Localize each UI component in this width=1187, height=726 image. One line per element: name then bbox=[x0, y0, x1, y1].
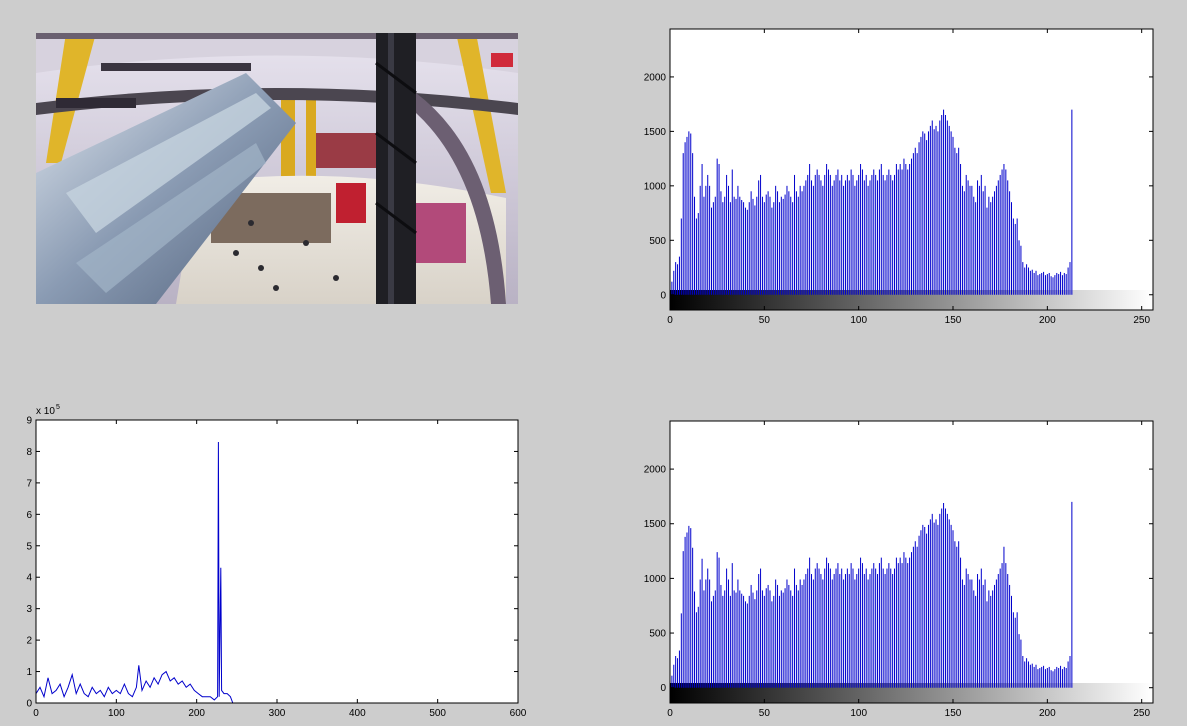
x-tick-label: 50 bbox=[759, 708, 771, 719]
plot-area bbox=[36, 420, 518, 703]
y-tick-label: 8 bbox=[26, 447, 32, 458]
x-tick-label: 400 bbox=[349, 708, 366, 719]
plot-area bbox=[670, 421, 1153, 703]
x-tick-label: 250 bbox=[1133, 315, 1150, 326]
x-tick-label: 100 bbox=[850, 315, 867, 326]
y-tick-label: 0 bbox=[660, 290, 666, 301]
y-tick-label: 500 bbox=[649, 629, 666, 640]
y-tick-label: 6 bbox=[26, 510, 32, 521]
x-tick-label: 150 bbox=[945, 708, 962, 719]
y-tick-label: 3 bbox=[26, 604, 32, 615]
y-tick-label: 1000 bbox=[644, 181, 667, 192]
series-line bbox=[35, 441, 518, 704]
x-tick-label: 0 bbox=[667, 315, 673, 326]
axes-frame bbox=[669, 420, 1154, 704]
x-tick-label: 0 bbox=[33, 708, 39, 719]
grayscale-colorbar bbox=[670, 683, 1153, 703]
x-tick-label: 500 bbox=[429, 708, 446, 719]
x-tick-label: 100 bbox=[108, 708, 125, 719]
x-tick-label: 250 bbox=[1133, 708, 1150, 719]
y-tick-label: 9 bbox=[26, 416, 32, 427]
x-tick-label: 200 bbox=[1039, 708, 1056, 719]
y-tick-label: 5 bbox=[26, 541, 32, 552]
y-tick-label: 2 bbox=[26, 636, 32, 647]
y-tick-label: 1500 bbox=[644, 519, 667, 530]
axes-frame bbox=[669, 28, 1154, 311]
y-tick-label: 2000 bbox=[644, 465, 667, 476]
grayscale-colorbar bbox=[670, 290, 1153, 310]
axes-frame bbox=[35, 419, 519, 704]
x-tick-label: 0 bbox=[667, 708, 673, 719]
x-tick-label: 200 bbox=[188, 708, 205, 719]
y-tick-label: 1 bbox=[26, 667, 32, 678]
y-tick-label: 4 bbox=[26, 573, 32, 584]
y-tick-label: 1000 bbox=[644, 574, 667, 585]
y-exponent-label: 5 bbox=[56, 404, 60, 411]
y-tick-label: 1500 bbox=[644, 127, 667, 138]
x-tick-label: 600 bbox=[510, 708, 527, 719]
x-tick-label: 150 bbox=[945, 315, 962, 326]
x-tick-label: 200 bbox=[1039, 315, 1056, 326]
shopping-mall-escalator-photo bbox=[36, 33, 518, 304]
plot-area bbox=[670, 29, 1153, 310]
y-tick-label: 2000 bbox=[644, 72, 667, 83]
y-multiplier-label: x 10 bbox=[36, 406, 55, 417]
y-tick-label: 0 bbox=[660, 683, 666, 694]
x-tick-label: 300 bbox=[269, 708, 286, 719]
photo-panel bbox=[36, 33, 518, 304]
y-tick-label: 7 bbox=[26, 478, 32, 489]
y-tick-label: 500 bbox=[649, 236, 666, 247]
x-tick-label: 100 bbox=[850, 708, 867, 719]
y-tick-label: 0 bbox=[26, 699, 32, 710]
x-tick-label: 50 bbox=[759, 315, 771, 326]
